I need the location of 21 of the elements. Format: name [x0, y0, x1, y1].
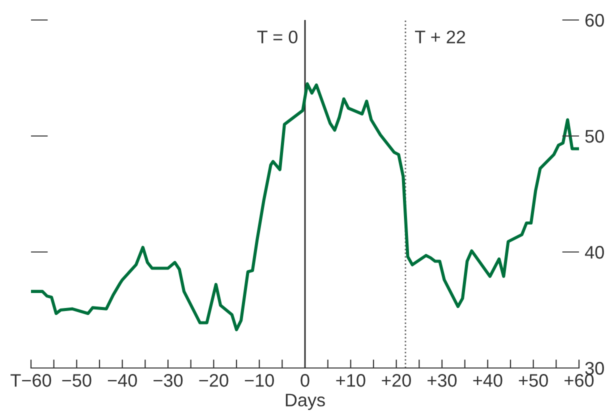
x-tick-label: +10: [336, 374, 366, 387]
x-tick-label: −30: [154, 374, 183, 387]
y-tick-label: 50: [585, 130, 604, 143]
x-tick-label: +40: [473, 374, 502, 387]
y-tick-label: 60: [585, 14, 604, 27]
x-axis-title: Days: [286, 394, 325, 410]
x-tick-label: +60: [564, 374, 594, 387]
x-tick-label: −20: [199, 374, 228, 387]
line-series: [31, 82, 579, 332]
ref-line-label: T + 22: [415, 30, 466, 44]
x-tick-label: +20: [382, 374, 411, 387]
y-tick-label: 40: [584, 246, 604, 259]
x-tick-label: +30: [428, 374, 457, 387]
y-tick-label: 30: [585, 362, 604, 375]
x-tick-label: T−60: [10, 374, 52, 387]
x-tick-label: −50: [62, 374, 92, 387]
x-tick-label: +50: [518, 374, 548, 387]
x-tick-label: 0: [300, 374, 310, 387]
ref-line-label: T = 0: [257, 30, 298, 44]
x-tick-label: −40: [108, 374, 137, 387]
x-tick-label: −10: [244, 374, 274, 387]
